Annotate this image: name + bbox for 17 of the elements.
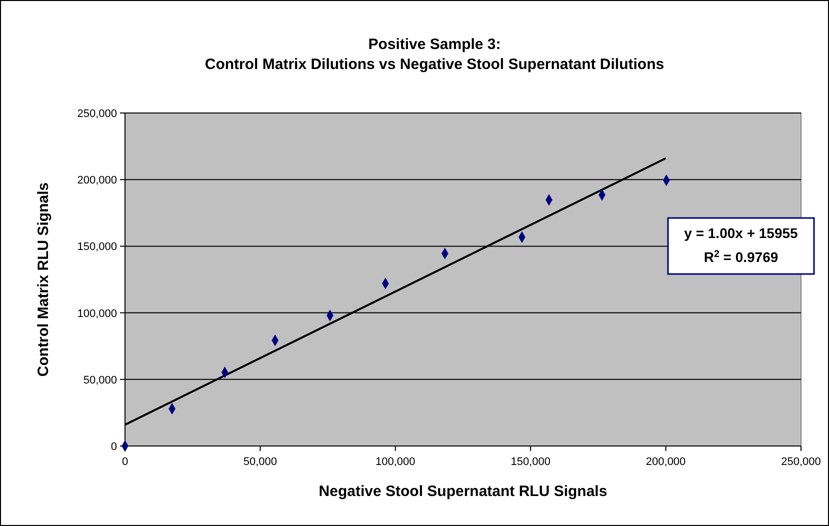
x-tick-label: 0 (122, 456, 128, 468)
y-tick-label: 0 (110, 441, 117, 453)
y-tick-label: 250,000 (77, 108, 117, 120)
x-tick-label: 100,000 (376, 456, 416, 468)
chart-title: Positive Sample 3: Control Matrix Dilutions vs Negative Stool Supernatant Dilutions (204, 36, 664, 73)
y-tick-label: 100,000 (77, 308, 117, 320)
annotation: R$^{2}$ = 0.9769 (704, 248, 778, 265)
annotation: y = 1.00x + 15955 (684, 225, 798, 241)
x-axis-title: Negative Stool Supernatant RLU Signals (318, 483, 608, 500)
x-tick-label: 200,000 (646, 456, 686, 468)
y-axis-title: Control Matrix RLU Signals (35, 182, 52, 377)
y-tick-label: 150,000 (77, 241, 117, 254)
x-tick-label: 150,000 (510, 456, 550, 468)
x-tick-label: 250,000 (781, 456, 821, 468)
y-tick-label: 50,000 (83, 374, 117, 386)
y-tick-label: 200,000 (77, 174, 117, 187)
x-tick-label: 50,000 (243, 456, 278, 468)
